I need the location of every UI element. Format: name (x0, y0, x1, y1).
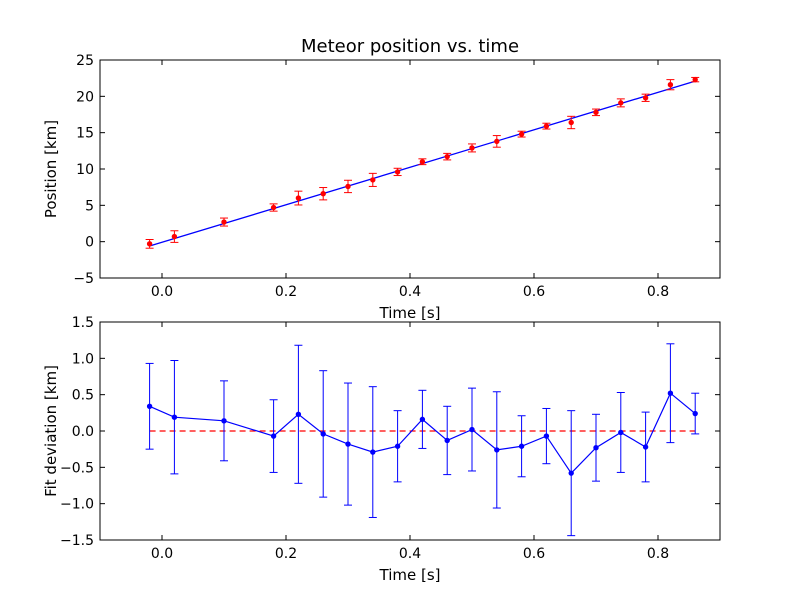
data-point (394, 169, 401, 175)
data-point (146, 241, 153, 247)
data-point (221, 219, 227, 225)
plot-area (145, 76, 700, 249)
y-tick-label: 20 (76, 89, 94, 105)
chart-panel-2: 0.0 0.2 0.4 0.6 0.8 −1.5 −1.0 −0.5 0.0 0.5 1.0 1.5 T… (42, 315, 721, 584)
y-tick-label: −5 (73, 271, 94, 287)
data-point (295, 411, 302, 417)
y-axis-label: Fit deviation [km] (42, 365, 60, 497)
data-point (419, 416, 426, 423)
x-tick-label: 0.6 (523, 546, 545, 562)
y-tick-label: 0.0 (72, 424, 94, 440)
data-point (320, 191, 326, 197)
data-point (667, 82, 674, 88)
data-point (494, 447, 500, 453)
data-point (270, 204, 277, 211)
data-point (543, 123, 550, 129)
data-point (295, 195, 302, 201)
y-tick-label: −1.5 (60, 533, 94, 549)
y-axis-label: Position [km] (42, 120, 60, 218)
data-point (270, 433, 277, 439)
data-point (221, 418, 227, 424)
data-point (667, 390, 674, 396)
data-point (370, 449, 376, 455)
x-tick-label: 0.8 (647, 284, 669, 300)
data-point (370, 177, 376, 183)
data-point (593, 445, 599, 451)
data-point (593, 109, 599, 116)
chart-panel-1: 0.0 0.2 0.4 0.6 0.8 −5 0 5 10 15 20 25 Time [s] Posit… (42, 36, 721, 322)
data-point (692, 76, 698, 83)
data-point (171, 233, 178, 240)
data-point (444, 153, 450, 160)
x-tick-label: 0.4 (399, 284, 421, 300)
y-tick-label: 5 (85, 198, 94, 214)
x-tick-label: 0.2 (275, 546, 297, 562)
y-tick-label: 1.5 (72, 315, 94, 331)
data-point (469, 145, 475, 151)
data-point (394, 443, 401, 449)
data-point (469, 426, 475, 433)
y-tick-label: 25 (76, 53, 94, 69)
data-point (345, 441, 351, 447)
x-axis-label: Time [s] (379, 304, 441, 322)
data-point (320, 431, 326, 437)
data-point (146, 403, 153, 409)
data-point (642, 444, 649, 450)
data-point (171, 414, 178, 420)
data-point (444, 437, 450, 444)
data-point (518, 443, 525, 449)
plot-frame (99, 59, 721, 279)
y-tick-label: 0 (85, 235, 94, 251)
y-tick-label: −0.5 (60, 460, 94, 476)
data-point (618, 429, 624, 436)
y-tick-label: 10 (76, 162, 94, 178)
data-point (345, 183, 351, 190)
data-point (568, 470, 574, 476)
data-point (543, 433, 550, 439)
x-tick-label: 0.0 (151, 546, 173, 562)
x-tick-label: 0.6 (523, 284, 545, 300)
data-point (642, 95, 649, 101)
x-axis-label: Time [s] (379, 566, 441, 584)
x-tick-label: 0.8 (647, 546, 669, 562)
y-tick-label: 0.5 (72, 388, 94, 404)
data-point (419, 159, 426, 165)
chart-title: Meteor position vs. time (301, 36, 519, 57)
data-point (518, 131, 525, 137)
x-tick-label: 0.2 (275, 284, 297, 300)
data-point (494, 138, 500, 145)
y-tick-label: 15 (76, 126, 94, 142)
x-tick-label: 0.4 (399, 546, 421, 562)
y-tick-label: −1.0 (60, 497, 94, 513)
plot-area (145, 343, 700, 537)
y-tick-label: 1.0 (72, 351, 94, 367)
data-point (568, 119, 574, 126)
data-point (618, 100, 624, 106)
x-tick-label: 0.0 (151, 284, 173, 300)
data-point (692, 410, 698, 417)
